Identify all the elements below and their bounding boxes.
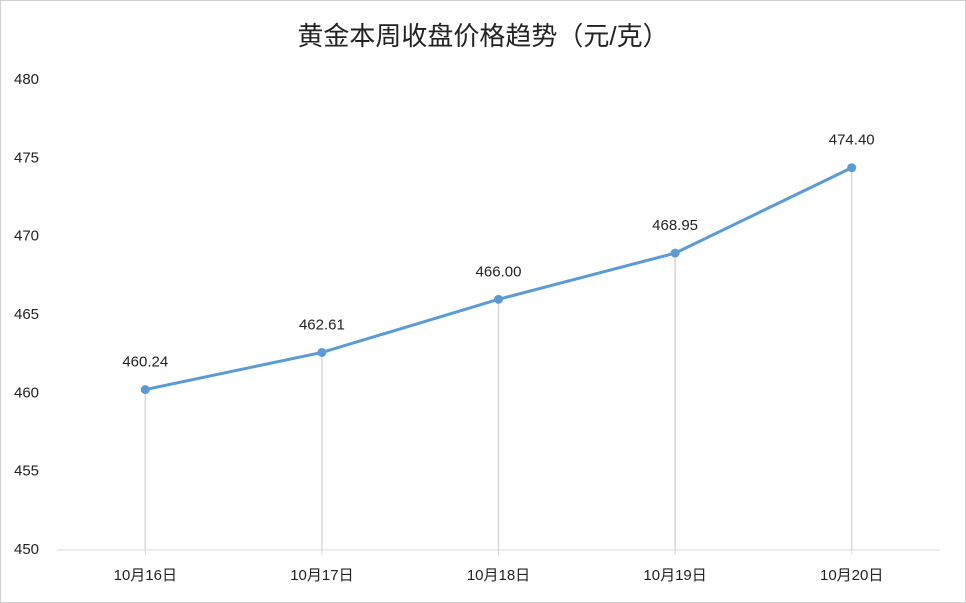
value-label: 462.61 bbox=[299, 316, 345, 333]
data-point bbox=[317, 347, 327, 357]
chart-title: 黄金本周收盘价格趋势（元/克） bbox=[297, 21, 668, 51]
x-tick-label: 10月16日 bbox=[114, 567, 177, 584]
y-tick-label: 460 bbox=[14, 384, 39, 401]
y-tick-label: 450 bbox=[14, 541, 39, 558]
value-label: 468.95 bbox=[652, 217, 698, 234]
value-label: 466.00 bbox=[476, 263, 522, 280]
y-tick-label: 470 bbox=[14, 228, 39, 245]
x-tick-label: 10月17日 bbox=[290, 567, 353, 584]
y-tick-label: 480 bbox=[14, 71, 39, 88]
value-label: 460.24 bbox=[122, 354, 168, 371]
data-point bbox=[494, 294, 503, 304]
y-tick-label: 455 bbox=[14, 463, 39, 480]
y-tick-label: 475 bbox=[14, 149, 39, 166]
x-tick-label: 10月19日 bbox=[643, 567, 706, 584]
value-label: 474.40 bbox=[829, 132, 875, 149]
y-tick-label: 465 bbox=[14, 306, 39, 323]
x-tick-label: 10月18日 bbox=[467, 567, 530, 584]
data-point bbox=[847, 163, 857, 173]
data-point bbox=[140, 385, 150, 395]
data-point bbox=[670, 248, 680, 258]
x-tick-label: 10月20日 bbox=[820, 567, 883, 584]
